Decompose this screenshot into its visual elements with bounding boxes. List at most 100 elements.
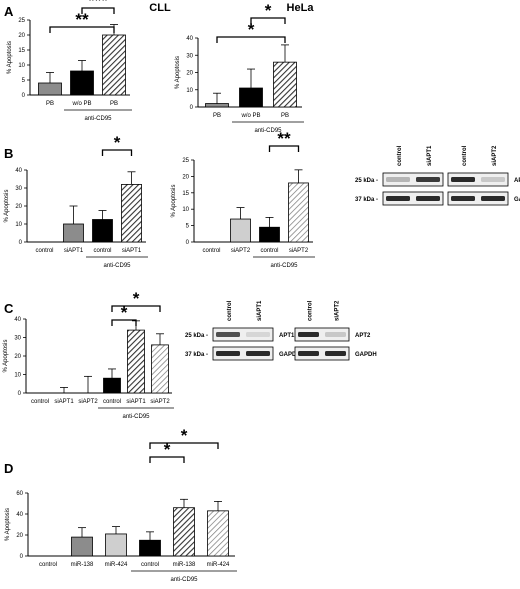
group-label: anti-CD95 [122,414,150,420]
blot-band [298,351,319,356]
significance-bracket [111,319,137,326]
significance-stars: * [114,133,121,152]
y-tick-label: 0 [186,240,190,246]
significance-bracket [49,26,115,33]
western-blot-4: control siAPT2 APT2 GAPDH [294,300,377,361]
x-tick-label: w/o PB [71,101,91,107]
x-tick-label: miR-424 [207,562,230,568]
y-tick-label: 15 [182,191,189,197]
significance-bracket [101,149,133,156]
blot-band [216,351,240,356]
y-axis-label: % Apoptosis [5,508,11,541]
significance-bracket [149,442,219,449]
bar [288,182,309,243]
y-tick-label: 0 [20,554,24,560]
significance-stars: * [248,20,255,39]
significance-bracket [111,305,161,312]
bar [173,507,195,557]
bar [70,70,94,96]
x-tick-label: siAPT2 [150,399,170,405]
chart-4: 0 5 10 15 20 25 % Apoptosis control siAPT2 contro… [171,129,315,269]
y-tick-label: 30 [14,336,21,342]
blots-layer: control siAPT1 APT1 25 kDa - GAPDH 37 kDa - co… [185,145,520,361]
blot-box [447,172,509,187]
blot-band [451,177,475,182]
y-tick-label: 15 [18,48,25,54]
y-tick-label: 0 [18,391,22,397]
significance-stars: * [265,1,272,20]
western-blot-3: control siAPT1 APT1 25 kDa - GAPDH 37 kDa - [185,300,301,361]
significance-stars: * [164,440,171,459]
panel-letter-c: C [4,301,14,316]
x-tick-label: siAPT2 [231,248,251,254]
y-tick-label: 20 [16,533,23,539]
blot-box [447,191,509,206]
bar [205,103,229,108]
y-tick-label: 10 [182,207,189,213]
x-tick-label: control [35,248,53,254]
y-tick-label: 20 [15,204,22,210]
y-tick-label: 10 [14,373,21,379]
y-tick-label: 20 [14,354,21,360]
blot-band [416,177,440,182]
y-tick-label: 40 [15,168,22,174]
bar [139,539,161,557]
chart-3: 0 10 20 30 40 % Apoptosis control siAPT1 control… [4,133,148,269]
y-axis-label: % Apoptosis [7,41,13,74]
blot-protein-label: APT2 [355,333,371,339]
x-tick-label: control [202,248,220,254]
x-tick-label: control [141,562,159,568]
blot-band [325,332,346,337]
x-tick-label: miR-138 [71,562,94,568]
bar [63,223,84,243]
x-tick-label: siAPT2 [289,248,309,254]
bar [273,61,297,108]
blot-band [325,351,346,356]
x-tick-label: control [39,562,57,568]
significance-stars: *** [88,0,108,10]
bar [239,87,263,108]
blot-protein-label: GAPDH [355,352,377,358]
y-tick-label: 20 [18,33,25,39]
x-tick-label: control [31,399,49,405]
x-tick-label: miR-424 [105,562,128,568]
x-tick-label: siAPT1 [126,399,146,405]
x-tick-label: siAPT1 [122,248,142,254]
y-axis-label: % Apoptosis [171,184,177,217]
bar [71,536,93,557]
blot-band [246,332,270,337]
chart-1: 0 5 10 15 20 25 % Apoptosis PB w/o PB PB anti-CD95… [7,0,132,122]
blot-lane-label: control [397,145,403,166]
bar [230,218,251,243]
y-axis-label: % Apoptosis [175,56,181,89]
y-tick-label: 25 [18,18,25,24]
blot-protein-label: APT1 [279,333,295,339]
group-label: anti-CD95 [270,263,298,269]
x-tick-label: siAPT2 [78,399,98,405]
panel-letter-b: B [4,146,13,161]
x-tick-label: w/o PB [240,113,260,119]
y-tick-label: 10 [18,63,25,69]
y-tick-label: 20 [182,174,189,180]
blot-band [451,196,475,201]
significance-bracket [216,36,286,43]
blot-band [481,177,505,182]
significance-stars: ** [277,129,291,148]
blot-box [294,327,350,342]
blot-box [382,172,444,187]
group-label: anti-CD95 [170,577,198,583]
blot-band [416,196,440,201]
blot-mw-label: 37 kDa - [355,197,378,203]
significance-bracket [268,145,300,152]
blot-box [212,346,274,361]
panel-letter-a: A [4,4,14,19]
blot-lane-label: siAPT2 [492,145,498,166]
significance-stars: ** [75,10,89,29]
chart-2: 0 10 20 30 40 % Apoptosis PB w/o PB PB anti-CD95 *… [175,1,304,134]
bar [105,533,127,557]
bar [103,377,121,394]
blot-lane-label: control [462,145,468,166]
blot-mw-label: 25 kDa - [185,333,208,339]
y-tick-label: 30 [186,53,193,59]
blot-lane-label: siAPT1 [257,300,263,321]
